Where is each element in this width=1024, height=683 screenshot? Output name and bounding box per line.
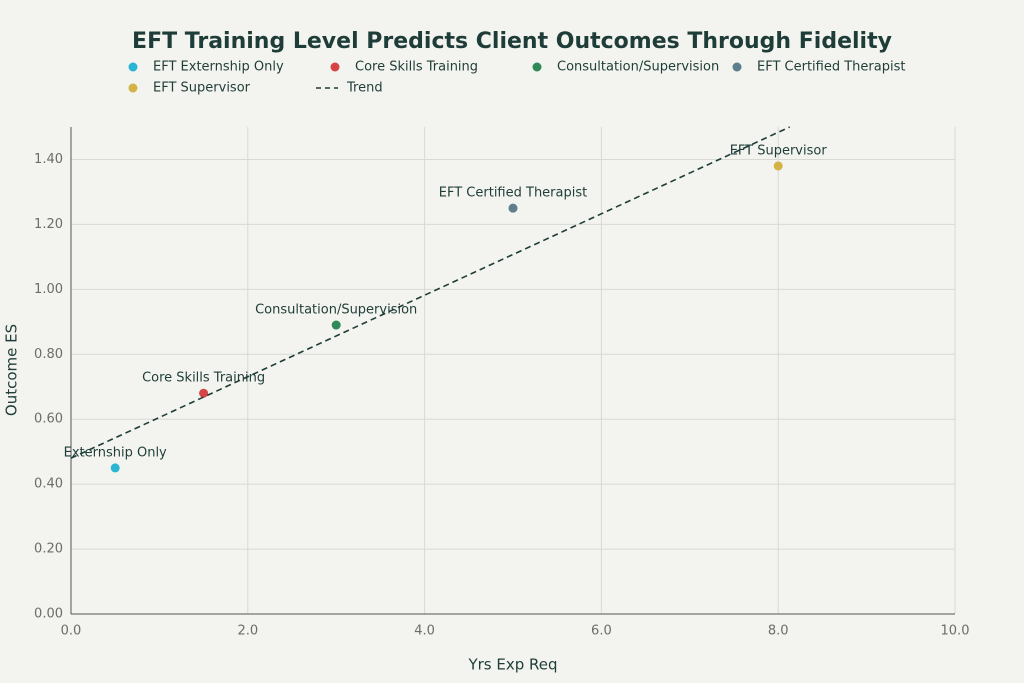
point-label: EFT Supervisor (730, 143, 828, 158)
legend-label: Consultation/Supervision (557, 60, 719, 75)
legend-marker (330, 62, 340, 72)
y-tick-label: 1.20 (34, 217, 63, 232)
point-label: Core Skills Training (142, 371, 265, 386)
chart-title: EFT Training Level Predicts Client Outco… (132, 29, 892, 54)
y-tick-label: 0.60 (34, 412, 63, 427)
y-axis-label: Outcome ES (3, 324, 21, 416)
x-tick-label: 6.0 (591, 624, 612, 639)
data-point (110, 463, 120, 473)
point-label: Consultation/Supervision (255, 303, 417, 318)
x-tick-label: 4.0 (414, 624, 435, 639)
x-tick-label: 2.0 (237, 624, 258, 639)
x-tick-label: 0.0 (61, 624, 82, 639)
y-tick-label: 0.00 (34, 607, 63, 622)
y-tick-label: 0.40 (34, 477, 63, 492)
legend-marker (128, 62, 138, 72)
y-tick-label: 0.80 (34, 347, 63, 362)
legend-label: EFT Supervisor (153, 81, 251, 96)
data-point (773, 161, 783, 171)
y-tick-label: 0.20 (34, 542, 63, 557)
legend-label: Core Skills Training (355, 60, 478, 75)
legend-label: Trend (346, 81, 383, 96)
legend-marker (532, 62, 542, 72)
legend-label: EFT Externship Only (153, 60, 284, 75)
data-point (199, 388, 209, 398)
legend-marker (732, 62, 742, 72)
point-label: Externship Only (64, 445, 167, 460)
legend-marker (128, 83, 138, 93)
x-axis-label: Yrs Exp Req (467, 656, 557, 674)
y-tick-label: 1.40 (34, 152, 63, 167)
trend-line (70, 126, 791, 459)
x-tick-label: 10.0 (941, 624, 970, 639)
legend-label: EFT Certified Therapist (757, 60, 905, 75)
data-point (508, 203, 518, 213)
point-label: EFT Certified Therapist (439, 186, 587, 201)
y-tick-label: 1.00 (34, 282, 63, 297)
x-tick-label: 8.0 (768, 624, 789, 639)
data-point (331, 320, 341, 330)
